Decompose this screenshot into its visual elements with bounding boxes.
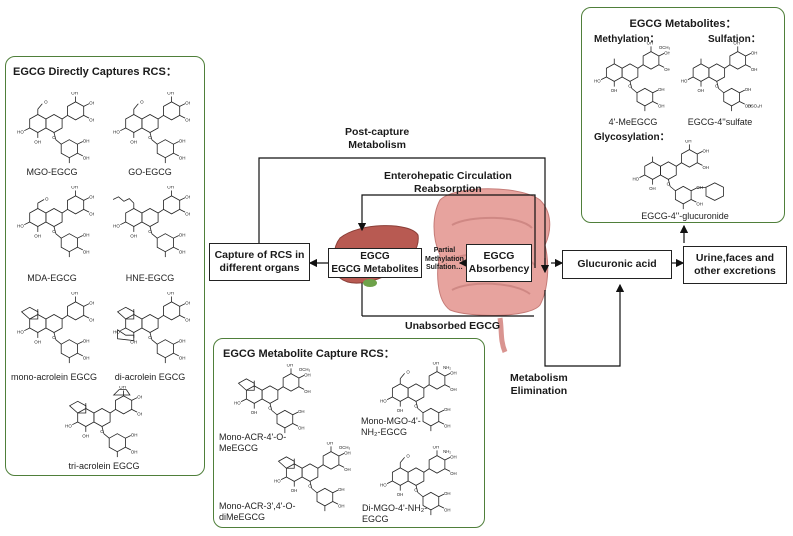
partial-methylation-label: Partial Methylation Sulfation… <box>425 247 464 271</box>
svg-text:O: O <box>44 100 48 105</box>
capture-organs-box: Capture of RCS in different organs <box>209 243 310 281</box>
go-egcg-label: GO-EGCG <box>128 167 172 177</box>
mono-mgo-nh2-label: Mono-MGO-4'-NH₂-EGCG <box>361 416 421 437</box>
mono-acr-me-label: Mono-ACR-4'-O-MeEGCG <box>219 432 287 453</box>
methylation-label: Methylation： <box>594 34 660 45</box>
mgo-egcg-structure: O <box>17 92 94 164</box>
metabolite-capture-title: EGCG Metabolite Capture RCS： <box>223 348 395 360</box>
mono-acr-me-structure: OCH₃ <box>234 364 311 434</box>
svg-text:O: O <box>406 369 410 374</box>
tri-acrolein-egcg-structure <box>65 386 142 458</box>
hne-egcg-structure <box>112 186 190 258</box>
go-egcg-structure: O <box>113 92 190 164</box>
svg-text:OCH₃: OCH₃ <box>339 445 351 450</box>
svg-text:OCH₃: OCH₃ <box>659 45 670 50</box>
tri-acrolein-egcg-label: tri-acrolein EGCG <box>68 461 140 471</box>
egcg-sulfate-label: EGCG-4''sulfate <box>687 117 753 127</box>
hne-egcg-label: HNE-EGCG <box>125 273 175 283</box>
unabsorbed-egcg-label: Unabsorbed EGCG <box>405 320 501 332</box>
metabolites-panel <box>581 7 785 223</box>
svg-text:NH₂: NH₂ <box>443 449 451 454</box>
mono-acr-dime-structure: OCH₃ <box>274 442 351 512</box>
di-mgo-nh2-label: Di-MGO-4'-NH₂-EGCG <box>362 503 428 524</box>
metabolism-elimination-label: Metabolism Elimination <box>510 372 568 397</box>
mgo-egcg-label: MGO-EGCG <box>26 167 78 177</box>
di-acrolein-egcg-structure <box>113 292 190 364</box>
di-mgo-nh2-structure: O NH₂ <box>380 446 457 516</box>
svg-text:OCH₃: OCH₃ <box>299 367 311 372</box>
absorbency-box: EGCG Absorbency <box>466 244 532 282</box>
me-egcg-label: 4'-MeEGCG <box>608 117 658 127</box>
mda-egcg-structure: O <box>17 186 94 258</box>
sulfation-label: Sulfation： <box>708 34 761 45</box>
svg-text:O: O <box>406 453 410 458</box>
mono-acrolein-egcg-label: mono-acrolein EGCG <box>10 372 98 382</box>
glycosylation-label: Glycosylation： <box>594 132 670 143</box>
egcg-sulfate-structure: OSO₃H <box>680 42 762 112</box>
post-capture-metabolism-label: Post-capture Metabolism <box>345 126 410 151</box>
direct-capture-panel <box>5 56 205 476</box>
enterohepatic-label: Enterohepatic Circulation Reabsorption <box>384 170 512 195</box>
svg-text:NH₂: NH₂ <box>443 365 451 370</box>
mda-egcg-label: MDA-EGCG <box>27 273 77 283</box>
excretions-box: Urine,faces and other excretions <box>683 246 787 284</box>
glucuronic-acid-box: Glucuronic acid <box>562 250 672 279</box>
metabolites-title: EGCG Metabolites： <box>629 18 737 30</box>
direct-capture-title: EGCG Directly Captures RCS： <box>13 66 177 78</box>
svg-text:O: O <box>140 100 144 105</box>
svg-text:O: O <box>45 196 49 201</box>
mono-acrolein-egcg-structure <box>17 292 94 364</box>
egcg-glucuronide-structure <box>632 140 724 210</box>
svg-text:OSO₃H: OSO₃H <box>747 104 762 109</box>
mono-acr-dime-label: Mono-ACR-3',4'-O-diMeEGCG <box>219 501 296 522</box>
egcg-glucuronide-label: EGCG-4''-glucuronide <box>641 211 729 221</box>
liver-metabolites-box: EGCG EGCG Metabolites <box>328 248 422 278</box>
me-egcg-structure: OCH₃ <box>594 42 670 112</box>
di-acrolein-egcg-label: di-acrolein EGCG <box>114 372 186 382</box>
mono-mgo-nh2-structure: O NH₂ <box>380 362 457 432</box>
